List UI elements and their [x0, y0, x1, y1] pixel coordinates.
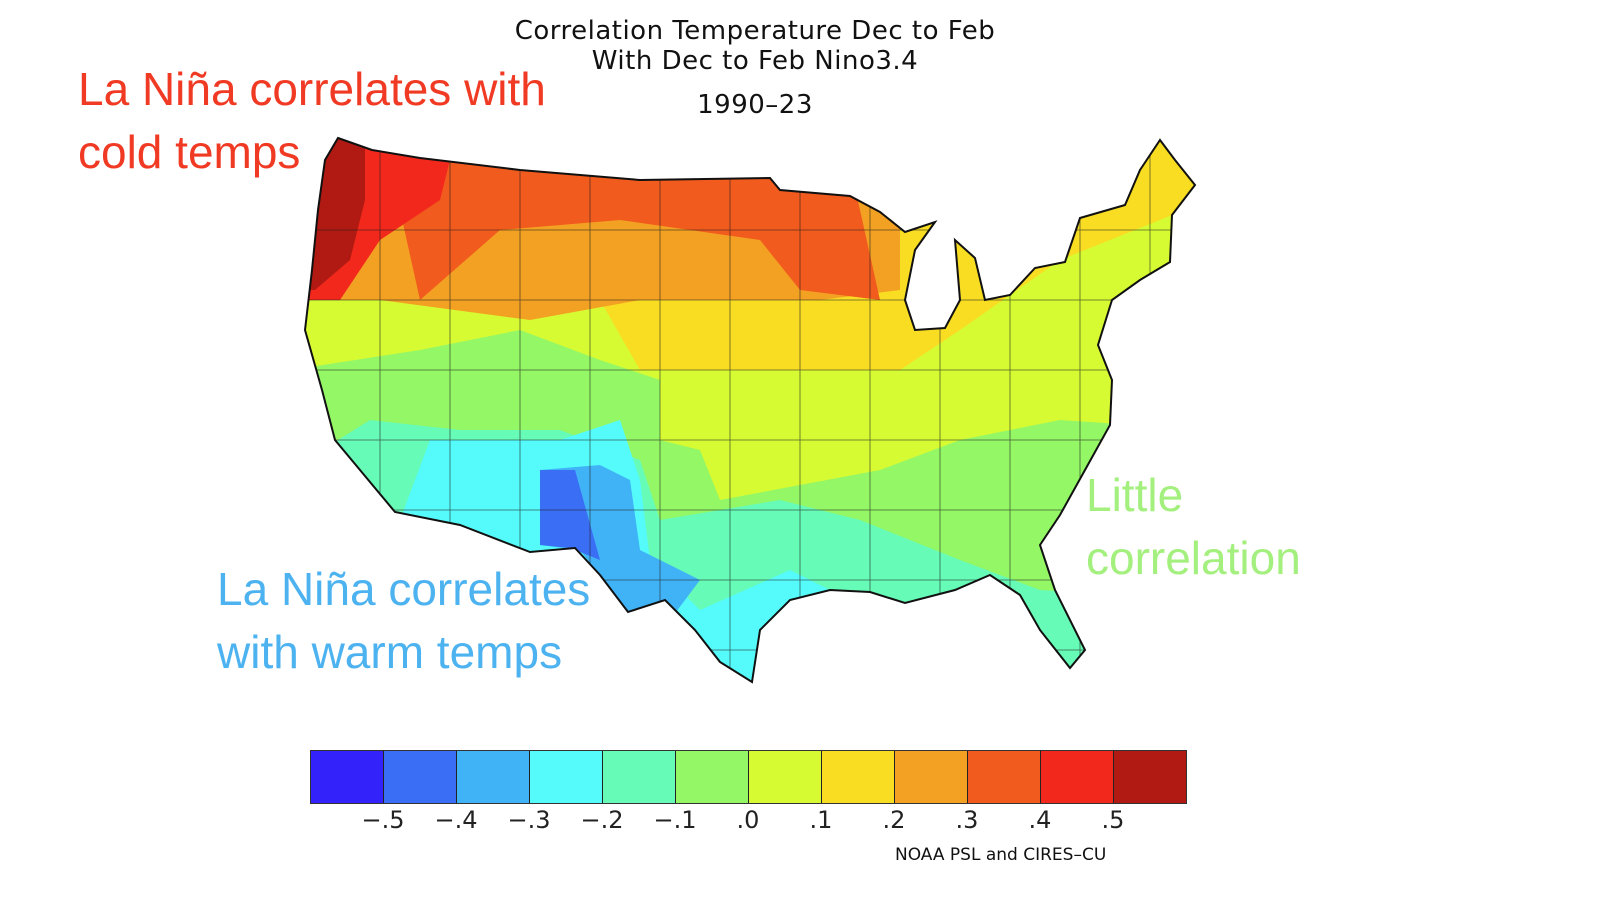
colorbar-swatch: [676, 751, 749, 803]
colorbar-swatch: [895, 751, 968, 803]
colorbar-swatch: [457, 751, 530, 803]
colorbar-tick-label: .3: [955, 806, 979, 834]
colorbar-tick-label: .5: [1101, 806, 1125, 834]
colorbar-tick-label: −.3: [507, 806, 551, 834]
colorbar-tick-label: .4: [1028, 806, 1052, 834]
map-period: 1990–23: [697, 90, 813, 120]
map-subtitle: With Dec to Feb Nino3.4: [591, 46, 919, 76]
colorbar-swatch: [1041, 751, 1114, 803]
division-borders: [305, 138, 1190, 682]
colorbar-swatch: [384, 751, 457, 803]
colorbar-swatch: [311, 751, 384, 803]
annotation-little-line1: Little: [1086, 469, 1184, 521]
colorbar-tick-label: .0: [736, 806, 760, 834]
colorbar-swatch: [822, 751, 895, 803]
colorbar-tick-label: −.1: [653, 806, 697, 834]
annotation-warm-line1: La Niña correlates: [217, 563, 591, 615]
zone-very-strong-negative: [540, 470, 600, 560]
colorbar-tick-label: −.4: [434, 806, 478, 834]
colorbar-tick-label: −.2: [580, 806, 624, 834]
colorbar-swatch: [603, 751, 676, 803]
colorbar-swatch: [749, 751, 822, 803]
colorbar-tick-label: .2: [882, 806, 906, 834]
colorbar-tick-label: .1: [809, 806, 833, 834]
colorbar-swatch: [968, 751, 1041, 803]
colorbar-swatch: [530, 751, 603, 803]
annotation-little-line2: correlation: [1086, 532, 1301, 584]
annotation-warm-line2: with warm temps: [217, 626, 563, 678]
colorbar-legend: [310, 750, 1187, 804]
annotation-little: Little correlation: [1086, 464, 1301, 590]
map-title: Correlation Temperature Dec to Feb: [514, 16, 996, 46]
credit-text: NOAA PSL and CIRES–CU: [895, 845, 1107, 865]
annotation-cold-line1: La Niña correlates with: [78, 63, 546, 115]
colorbar-swatch: [1114, 751, 1186, 803]
annotation-warm: La Niña correlates with warm temps: [217, 558, 590, 684]
colorbar-tick-label: −.5: [361, 806, 405, 834]
annotation-cold: La Niña correlates with cold temps: [78, 58, 546, 184]
annotation-cold-line2: cold temps: [78, 126, 301, 178]
